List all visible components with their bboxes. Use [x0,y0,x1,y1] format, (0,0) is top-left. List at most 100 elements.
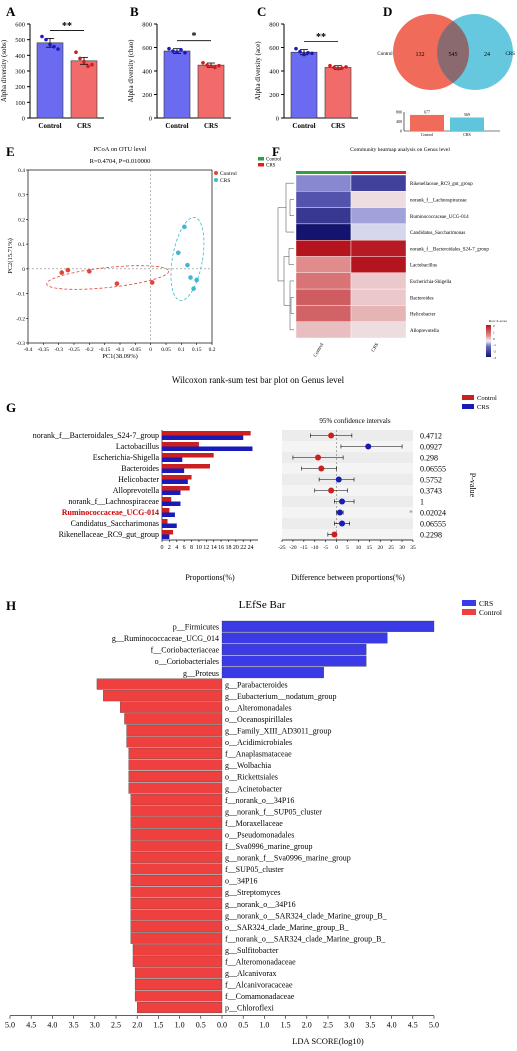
x-tick-label: Control [421,132,434,137]
bar-control [103,690,223,702]
y-tick-label: 400 [142,69,152,76]
y-tick-label: 600 [15,22,25,29]
p-value: 0.5752 [420,476,442,485]
x-tick-label: 18 [225,545,231,551]
heatmap-cell [350,174,407,192]
x-axis-label: Proportions(%) [185,573,235,582]
x-tick-label: 0 [161,545,164,551]
data-point [336,66,340,71]
point-crs [194,277,199,283]
x-tick-label: 2.5 [111,1021,121,1030]
ci-point [328,487,335,494]
bar-crs [162,512,175,517]
heatmap-cell [295,288,352,306]
p-value: 0.02024 [420,509,446,518]
data-point [183,50,187,55]
row-label: Escherichia-Shigella [410,280,452,285]
point-control [114,281,120,286]
ci-point [335,476,342,483]
x-tick-label: -0.3 [54,347,63,353]
y-tick-label: -0.1 [16,292,25,298]
chart-title: PCoA on OTU level [94,146,147,153]
x-tick-label: CRS [204,122,218,130]
bar-control [137,1002,223,1014]
x-tick-label: 16 [218,545,224,551]
bar-value-label: 677 [424,109,430,114]
feature-label: f__Anaplasmataceae [225,750,292,759]
point-control [149,280,155,285]
bar-control [120,701,223,713]
data-point [167,46,171,51]
feature-label: g__Parabacteroides [225,680,288,689]
bar-control [126,736,223,748]
bar-control [130,863,223,875]
category-label: norank_f__Lachnospiraceae [68,497,159,506]
data-point [209,64,213,69]
ci-x-axis-label: Difference between proportions(%) [291,573,405,582]
bar-control [128,771,223,783]
bar-control [162,508,170,513]
x-tick-label: -0.05 [130,347,142,353]
p-value: 1 [420,498,424,507]
x-tick-label: 2 [168,545,171,551]
x-tick-label: 2.5 [323,1021,333,1030]
feature-label: g__Eubacterium__nodatum_group [225,692,337,701]
x-tick-label: -0.2 [85,347,94,353]
bar-crs [162,523,177,528]
ci-x-tick-label: 0 [335,545,338,551]
legend-label: CRS [266,164,276,169]
x-tick-label: 1.5 [281,1021,291,1030]
panel-c-alpha-ace: 0 200 400 600 800 Alpha diversity (ace) Contro… [254,22,358,130]
bar-control [162,519,168,524]
category-label: Candidatus_Saccharimonas [71,519,159,528]
control-ellipse [46,265,170,290]
bar-control [130,921,223,933]
ci-x-tick-label: 35 [410,545,416,551]
row-label: Rikenellaceae_RC9_gut_group [410,182,473,187]
feature-label: f__SUP05_cluster [225,865,284,874]
data-point [332,65,336,70]
chart-title: Community heatmap analysis on Genus leve… [350,147,450,153]
y-tick-label: -0.3 [16,341,25,347]
y-tick-label: 0.3 [18,193,25,199]
column-label: CRS [371,342,380,353]
y-tick-label: 0 [22,116,25,123]
point-crs [185,262,190,268]
x-tick-label: 1.0 [175,1021,185,1030]
y-tick-label: 0 [149,116,152,123]
venn-overlap-count: 545 [449,52,458,58]
crs-ellipse [170,217,205,301]
x-tick-label: 0.5 [238,1021,248,1030]
data-point [306,50,310,55]
point-crs [182,224,187,230]
p-value: 0.298 [420,454,438,463]
feature-label: f__Comamonadaceae [225,992,295,1001]
row-label: Candidatus_Saccharimonas [410,231,465,236]
x-tick-label: 4.0 [387,1021,397,1030]
data-point [171,49,175,53]
x-tick-label: 4 [175,545,178,551]
bar-control [130,851,223,863]
heatmap-cell [350,223,407,241]
row-label: norank_f__Lachnospiraceae [410,198,467,203]
x-tick-label: 0.5 [196,1021,206,1030]
data-point [82,59,86,64]
panel-label-a: A [6,4,16,19]
ci-row-stripe [282,452,413,463]
y-tick-label: 400 [396,119,402,124]
legend-marker-control [462,609,476,615]
heatmap-cell [350,256,407,273]
bar-control [132,955,223,967]
bar-value-label: 569 [464,112,470,117]
heatmap-cell [350,321,407,339]
x-tick-label: 0.2 [209,347,216,353]
bar-control [130,932,223,944]
data-point [78,56,82,61]
row-label: norank_f__Bacteroidales_S24-7_group [410,247,489,252]
y-tick-label: -0.2 [16,316,25,322]
x-tick-label: 1.5 [153,1021,163,1030]
bar-crs [70,60,98,119]
bar-crs [450,117,484,131]
bar-crs [162,501,181,506]
y-tick-label: 200 [269,92,279,99]
